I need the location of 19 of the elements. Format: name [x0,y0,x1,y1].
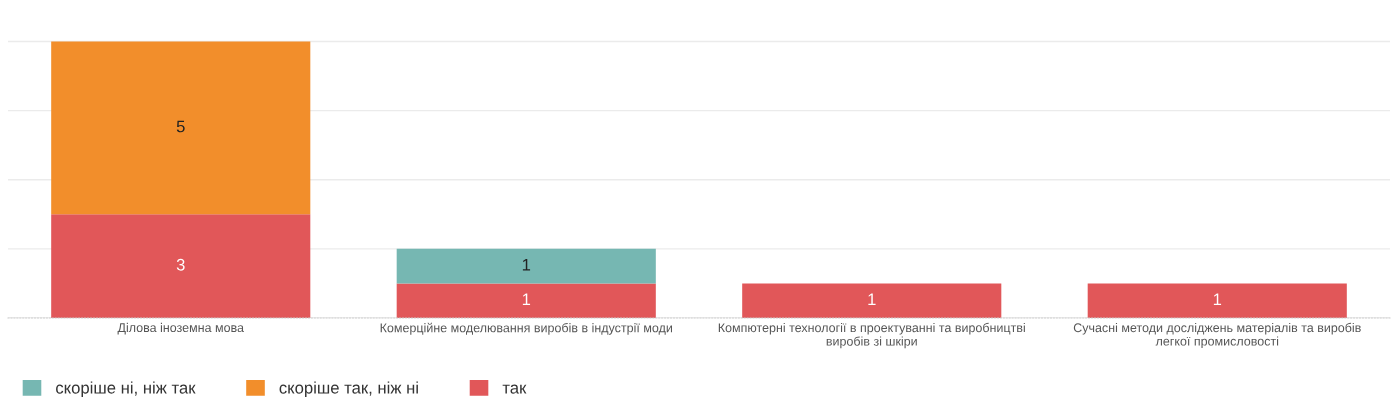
bar [742,283,1002,318]
bar [396,283,656,318]
legend-label: так [502,384,527,394]
data-label: 1 [522,259,531,271]
data-label: 1 [522,293,531,306]
legend-label: скоріше так, ніж ні [279,381,418,397]
bar [51,41,311,215]
bar [396,248,656,284]
bar [51,214,311,318]
x-tick-label: Комерційне моделювання виробів в індустрії моди [380,322,672,335]
data-label: 1 [868,293,876,306]
legend-label: скоріше ні, ніж так [56,381,196,397]
bar [1087,283,1347,318]
data-label: 1 [1213,293,1222,306]
data-label: 5 [176,120,185,133]
x-tick-label: Ділова іноземна мова [117,322,245,335]
x-tick-label: Сучасні методи досліджень матеріалів та виробів легкої промисловості [1073,322,1361,349]
data-label: 3 [176,258,185,271]
x-tick-label: Компютерні технології в проектуванні та виробництві виробів зі шкіри [718,322,1025,349]
